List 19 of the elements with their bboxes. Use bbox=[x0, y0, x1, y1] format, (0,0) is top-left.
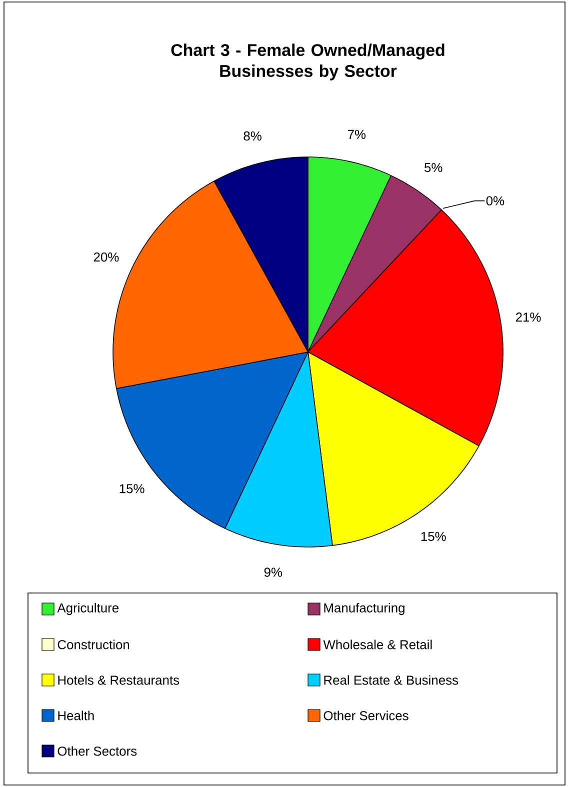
data-label: 9% bbox=[264, 568, 282, 577]
data-label: 8% bbox=[244, 131, 262, 141]
legend-label: Other Services bbox=[324, 710, 408, 720]
data-label: 7% bbox=[348, 130, 366, 139]
data-label: 5% bbox=[424, 162, 442, 172]
data-label: 21% bbox=[516, 312, 541, 322]
legend-label: Other Sectors bbox=[58, 746, 137, 756]
legend-label: Real Estate & Business bbox=[324, 675, 458, 685]
legend-label: Wholesale & Retail bbox=[323, 640, 432, 650]
data-label: 15% bbox=[120, 484, 144, 494]
data-label: 15% bbox=[421, 532, 446, 541]
chart-title: Chart 3 - Female Owned/Managed Businesses by Sector bbox=[171, 44, 444, 80]
legend-label: Construction bbox=[58, 640, 130, 650]
legend-label: Health bbox=[58, 710, 94, 720]
data-label: 20% bbox=[94, 252, 119, 262]
text: 0% bbox=[486, 196, 504, 206]
legend-label: Manufacturing bbox=[324, 602, 404, 616]
legend-label: Agriculture bbox=[57, 602, 119, 616]
legend-label: Hotels & Restaurants bbox=[58, 675, 180, 685]
